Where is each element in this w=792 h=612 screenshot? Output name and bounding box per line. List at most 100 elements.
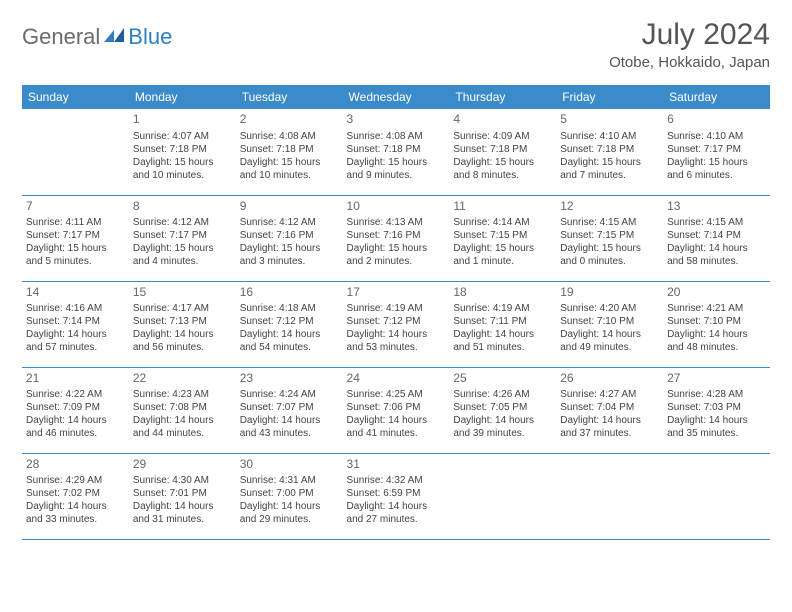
cell-sunrise: Sunrise: 4:20 AM (560, 302, 659, 315)
cell-daylight1: Daylight: 14 hours (240, 500, 339, 513)
cell-daylight2: and 1 minute. (453, 255, 552, 268)
cell-daylight1: Daylight: 15 hours (560, 242, 659, 255)
calendar-cell: 20Sunrise: 4:21 AMSunset: 7:10 PMDayligh… (663, 281, 770, 367)
cell-sunset: Sunset: 7:18 PM (560, 143, 659, 156)
calendar-cell: 2Sunrise: 4:08 AMSunset: 7:18 PMDaylight… (236, 109, 343, 195)
cell-sunset: Sunset: 7:07 PM (240, 401, 339, 414)
cell-daylight1: Daylight: 14 hours (240, 414, 339, 427)
cell-daylight2: and 35 minutes. (667, 427, 766, 440)
day-number: 30 (240, 457, 339, 473)
cell-daylight1: Daylight: 14 hours (560, 414, 659, 427)
day-number: 6 (667, 112, 766, 128)
calendar-cell: 29Sunrise: 4:30 AMSunset: 7:01 PMDayligh… (129, 453, 236, 539)
day-number: 10 (347, 199, 446, 215)
calendar-cell: 6Sunrise: 4:10 AMSunset: 7:17 PMDaylight… (663, 109, 770, 195)
cell-sunrise: Sunrise: 4:24 AM (240, 388, 339, 401)
cell-sunrise: Sunrise: 4:10 AM (560, 130, 659, 143)
cell-sunrise: Sunrise: 4:25 AM (347, 388, 446, 401)
calendar-cell: 8Sunrise: 4:12 AMSunset: 7:17 PMDaylight… (129, 195, 236, 281)
cell-sunset: Sunset: 7:14 PM (667, 229, 766, 242)
weekday-header-row: Sunday Monday Tuesday Wednesday Thursday… (22, 85, 770, 109)
calendar-cell: 30Sunrise: 4:31 AMSunset: 7:00 PMDayligh… (236, 453, 343, 539)
cell-sunset: Sunset: 7:10 PM (667, 315, 766, 328)
cell-daylight2: and 4 minutes. (133, 255, 232, 268)
cell-daylight2: and 44 minutes. (133, 427, 232, 440)
cell-daylight1: Daylight: 15 hours (133, 242, 232, 255)
day-number: 2 (240, 112, 339, 128)
cell-sunset: Sunset: 7:10 PM (560, 315, 659, 328)
calendar-cell (449, 453, 556, 539)
cell-daylight2: and 33 minutes. (26, 513, 125, 526)
weekday-header: Tuesday (236, 85, 343, 109)
cell-sunrise: Sunrise: 4:12 AM (240, 216, 339, 229)
weekday-header: Sunday (22, 85, 129, 109)
cell-sunrise: Sunrise: 4:31 AM (240, 474, 339, 487)
cell-daylight1: Daylight: 15 hours (667, 156, 766, 169)
weekday-header: Saturday (663, 85, 770, 109)
day-number: 31 (347, 457, 446, 473)
calendar-cell: 22Sunrise: 4:23 AMSunset: 7:08 PMDayligh… (129, 367, 236, 453)
header: General Blue July 2024 Otobe, Hokkaido, … (22, 18, 770, 71)
title-block: July 2024 Otobe, Hokkaido, Japan (609, 18, 770, 71)
cell-sunrise: Sunrise: 4:07 AM (133, 130, 232, 143)
day-number: 11 (453, 199, 552, 215)
calendar-cell (556, 453, 663, 539)
day-number: 20 (667, 285, 766, 301)
cell-sunrise: Sunrise: 4:23 AM (133, 388, 232, 401)
cell-daylight2: and 7 minutes. (560, 169, 659, 182)
day-number: 21 (26, 371, 125, 387)
cell-daylight2: and 39 minutes. (453, 427, 552, 440)
cell-daylight2: and 43 minutes. (240, 427, 339, 440)
cell-daylight1: Daylight: 15 hours (26, 242, 125, 255)
day-number: 19 (560, 285, 659, 301)
cell-daylight1: Daylight: 14 hours (667, 328, 766, 341)
cell-daylight2: and 6 minutes. (667, 169, 766, 182)
day-number: 24 (347, 371, 446, 387)
day-number: 1 (133, 112, 232, 128)
cell-daylight2: and 10 minutes. (133, 169, 232, 182)
cell-daylight1: Daylight: 15 hours (453, 242, 552, 255)
calendar-cell: 16Sunrise: 4:18 AMSunset: 7:12 PMDayligh… (236, 281, 343, 367)
page-title: July 2024 (609, 18, 770, 52)
calendar-cell: 25Sunrise: 4:26 AMSunset: 7:05 PMDayligh… (449, 367, 556, 453)
cell-sunset: Sunset: 7:11 PM (453, 315, 552, 328)
day-number: 18 (453, 285, 552, 301)
cell-daylight2: and 3 minutes. (240, 255, 339, 268)
cell-sunset: Sunset: 7:16 PM (347, 229, 446, 242)
calendar-cell: 21Sunrise: 4:22 AMSunset: 7:09 PMDayligh… (22, 367, 129, 453)
cell-daylight1: Daylight: 15 hours (240, 156, 339, 169)
weekday-header: Thursday (449, 85, 556, 109)
logo-text-general: General (22, 24, 100, 50)
cell-sunrise: Sunrise: 4:21 AM (667, 302, 766, 315)
day-number: 5 (560, 112, 659, 128)
cell-daylight2: and 10 minutes. (240, 169, 339, 182)
weekday-header: Monday (129, 85, 236, 109)
cell-sunset: Sunset: 7:00 PM (240, 487, 339, 500)
day-number: 26 (560, 371, 659, 387)
calendar-cell: 24Sunrise: 4:25 AMSunset: 7:06 PMDayligh… (343, 367, 450, 453)
cell-sunset: Sunset: 7:01 PM (133, 487, 232, 500)
calendar-cell: 3Sunrise: 4:08 AMSunset: 7:18 PMDaylight… (343, 109, 450, 195)
cell-sunrise: Sunrise: 4:08 AM (240, 130, 339, 143)
cell-sunrise: Sunrise: 4:19 AM (453, 302, 552, 315)
cell-daylight2: and 53 minutes. (347, 341, 446, 354)
cell-daylight1: Daylight: 14 hours (133, 414, 232, 427)
day-number: 27 (667, 371, 766, 387)
cell-daylight1: Daylight: 15 hours (347, 156, 446, 169)
calendar-cell (663, 453, 770, 539)
cell-sunset: Sunset: 7:17 PM (133, 229, 232, 242)
cell-daylight2: and 48 minutes. (667, 341, 766, 354)
calendar-cell: 27Sunrise: 4:28 AMSunset: 7:03 PMDayligh… (663, 367, 770, 453)
cell-daylight2: and 9 minutes. (347, 169, 446, 182)
weekday-header: Wednesday (343, 85, 450, 109)
calendar-table: Sunday Monday Tuesday Wednesday Thursday… (22, 85, 770, 540)
cell-daylight1: Daylight: 14 hours (347, 328, 446, 341)
cell-sunset: Sunset: 7:17 PM (667, 143, 766, 156)
calendar-cell: 18Sunrise: 4:19 AMSunset: 7:11 PMDayligh… (449, 281, 556, 367)
calendar-cell: 15Sunrise: 4:17 AMSunset: 7:13 PMDayligh… (129, 281, 236, 367)
day-number: 4 (453, 112, 552, 128)
cell-sunrise: Sunrise: 4:09 AM (453, 130, 552, 143)
calendar-cell: 5Sunrise: 4:10 AMSunset: 7:18 PMDaylight… (556, 109, 663, 195)
cell-daylight2: and 57 minutes. (26, 341, 125, 354)
cell-daylight2: and 56 minutes. (133, 341, 232, 354)
